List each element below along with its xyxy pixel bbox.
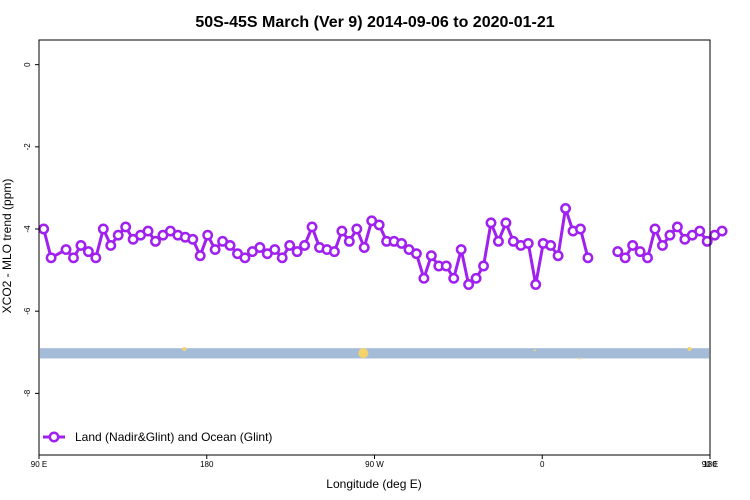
data-point (239, 252, 251, 264)
data-point (150, 235, 161, 247)
x-tick-label: 90 E (31, 460, 47, 469)
data-point (291, 246, 303, 258)
y-axis: 0 -2 -4 -6 -8 (23, 62, 39, 397)
data-point (530, 279, 542, 290)
data-point (619, 252, 631, 264)
data-point (82, 246, 94, 258)
data-point (440, 260, 452, 272)
data-point (299, 239, 311, 251)
data-point (269, 244, 281, 256)
data-point (97, 223, 109, 235)
legend: Land (Nadir&Glint) and Ocean (Glint) (43, 430, 272, 444)
data-point (716, 225, 728, 237)
chart-title: 50S-45S March (Ver 9) 2014-09-06 to 2020… (195, 14, 554, 31)
legend-entry: Land (Nadir&Glint) and Ocean (Glint) (75, 430, 272, 444)
data-point (194, 250, 206, 262)
data-point (120, 221, 132, 233)
data-point (522, 237, 534, 249)
data-point (627, 239, 639, 251)
data-point (500, 217, 512, 229)
band-marker (687, 346, 692, 351)
y-tick-label: -4 (23, 225, 32, 233)
x-axis-label: Longitude (deg E) (326, 477, 421, 491)
data-point (224, 239, 236, 251)
data-point (284, 239, 296, 251)
band-marker (358, 348, 369, 359)
x-tick-label: 180 (703, 460, 717, 469)
x-tick-label: 90 E (702, 460, 718, 469)
data-point (664, 229, 676, 241)
data-point (560, 203, 571, 214)
data-point (328, 246, 340, 258)
data-point (463, 279, 475, 290)
data-point (485, 217, 497, 229)
data-point (425, 250, 437, 262)
y-tick-label: -6 (23, 307, 32, 315)
data-point (45, 252, 57, 264)
data-point (396, 237, 407, 249)
legend-marker-swatch (48, 431, 60, 443)
y-tick-label: 0 (23, 62, 32, 67)
background-band (40, 348, 709, 359)
data-point (38, 223, 50, 235)
data-point (358, 242, 370, 253)
band-marker (182, 346, 187, 351)
x-tick-label: 180 (200, 460, 214, 469)
data-point (209, 244, 221, 256)
data-point (478, 260, 489, 272)
data-point (418, 272, 430, 284)
x-tick-label: 0 (540, 460, 545, 469)
data-point (694, 225, 706, 237)
data-point (671, 221, 683, 233)
data-point (112, 229, 124, 241)
data-point (470, 272, 482, 284)
data-point (448, 272, 460, 284)
data-point (649, 223, 661, 235)
data-point (68, 252, 79, 264)
data-point (105, 239, 117, 251)
data-point (455, 244, 467, 256)
data-point (343, 235, 355, 247)
series-points (38, 203, 728, 290)
data-point (276, 252, 288, 264)
data-point (545, 239, 557, 251)
data-point (142, 225, 154, 237)
data-point (575, 223, 586, 235)
data-point (254, 242, 266, 253)
data-point (90, 252, 102, 264)
data-point (202, 229, 214, 241)
data-point (187, 233, 199, 245)
series-line (42, 207, 723, 286)
data-point (351, 223, 363, 235)
data-point (657, 239, 668, 251)
band-marker (578, 357, 581, 360)
data-point (373, 219, 385, 231)
data-point (492, 235, 504, 247)
data-point (410, 248, 422, 260)
data-point (642, 252, 654, 264)
data-point (306, 221, 318, 233)
y-axis-label: XCO2 - MLO trend (ppm) (0, 179, 14, 314)
data-point (552, 250, 564, 262)
data-point (612, 246, 624, 258)
data-point (701, 235, 713, 247)
data-point (634, 246, 646, 258)
plot-area (38, 39, 728, 456)
band-markers (182, 346, 692, 360)
data-point (336, 225, 348, 237)
y-tick-label: -8 (23, 389, 32, 397)
data-point (582, 252, 594, 264)
y-tick-label: -2 (23, 143, 32, 151)
x-tick-label: 90 W (365, 460, 384, 469)
data-point (75, 239, 87, 251)
data-point (60, 244, 72, 256)
band-marker (533, 349, 536, 352)
plot-border (38, 39, 711, 456)
